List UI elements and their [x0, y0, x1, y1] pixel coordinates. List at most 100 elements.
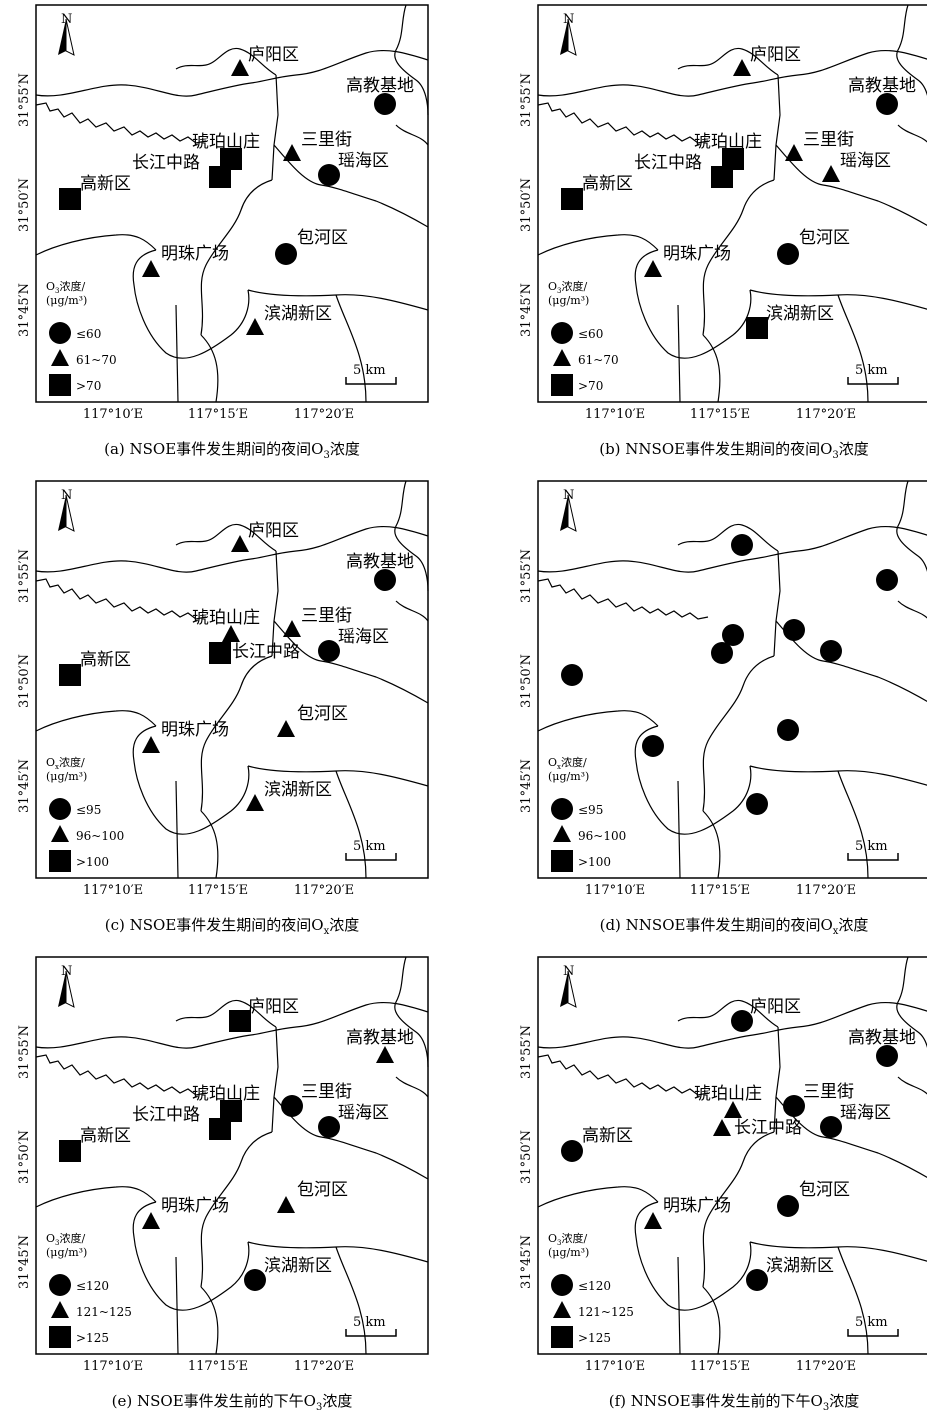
legend-label: ≤60	[578, 327, 603, 341]
district-boundary	[537, 525, 927, 573]
station-marker-sanli	[783, 1095, 805, 1117]
district-boundary	[200, 1131, 273, 1288]
legend-label: 121~125	[76, 1305, 132, 1319]
district-boundary	[537, 710, 659, 732]
place-label: 庐阳区	[248, 521, 299, 541]
district-boundary	[775, 620, 927, 702]
place-label: 明珠广场	[161, 1196, 229, 1216]
latitude-tick-label: 31°50′N	[519, 1130, 534, 1184]
legend-symbol	[553, 825, 571, 842]
legend-label: 96~100	[578, 829, 626, 843]
station-marker-sanli	[283, 620, 301, 637]
district-boundary	[395, 1076, 429, 1098]
longitude-tick-label: 117°10′E	[83, 1359, 143, 1374]
district-boundary	[395, 124, 429, 146]
place-label: 琥珀山庄	[192, 132, 260, 152]
district-boundary	[702, 334, 721, 403]
legend-label: 121~125	[578, 1305, 634, 1319]
legend: O3浓度/(μg/m³) ≤60 61~70 >70	[548, 279, 619, 396]
station-marker-luyang	[231, 59, 249, 76]
district-boundary	[702, 810, 721, 879]
station-marker-binhu	[746, 1269, 768, 1291]
district-boundary	[35, 525, 429, 573]
district-boundary	[394, 956, 429, 1068]
place-label: 滨湖新区	[264, 304, 332, 324]
place-label: 庐阳区	[750, 997, 801, 1017]
station-marker-binhu	[246, 318, 264, 335]
station-marker-mingzhu	[644, 1212, 662, 1229]
longitude-tick-label: 117°20′E	[294, 407, 354, 422]
legend-label: >100	[76, 855, 109, 869]
district-boundary	[175, 1256, 179, 1355]
district-boundary	[537, 234, 659, 256]
station-marker-luyang	[733, 59, 751, 76]
district-boundary	[634, 725, 752, 835]
longitude-tick-label: 117°15′E	[188, 407, 248, 422]
district-boundary	[897, 124, 927, 143]
station-marker-baohe	[777, 243, 799, 265]
place-label: 庐阳区	[248, 997, 299, 1017]
station-marker-hupo	[724, 1101, 742, 1118]
legend-unit: (μg/m³)	[548, 294, 589, 307]
map-svg: N Ox浓度/(μg/m³) ≤95 96~100 >100 5 km 31°55′N 31°…	[519, 480, 927, 898]
longitude-tick-label: 117°15′E	[188, 1359, 248, 1374]
district-boundary	[537, 578, 709, 620]
place-label: 琥珀山庄	[694, 1084, 762, 1104]
district-boundary	[896, 4, 927, 97]
map-panel-d: N Ox浓度/(μg/m³) ≤95 96~100 >100 5 km 31°55′N 31°…	[502, 476, 927, 946]
panel-caption: (c) NSOE事件发生期间的夜间Ox浓度	[104, 916, 360, 937]
station-marker-changjiang	[209, 642, 231, 664]
map-panel-e: N 庐阳区 高教基地 琥珀山庄 三里街 瑶海区 长江中路 高新区 包河区 明珠广场 滨湖新区 O3浓度…	[0, 952, 430, 1422]
north-label: N	[61, 12, 72, 27]
scale-bar: 5 km	[345, 1315, 397, 1337]
north-label: N	[61, 964, 72, 979]
latitude-tick-label: 31°55′N	[519, 1025, 534, 1079]
legend-label: >70	[578, 379, 603, 393]
latitude-tick-label: 31°50′N	[17, 1130, 32, 1184]
panel-caption: (a) NSOE事件发生期间的夜间O3浓度	[104, 440, 360, 461]
legend-symbol	[551, 850, 573, 872]
station-marker-yaohai	[318, 640, 340, 662]
station-marker-gaojiao	[374, 93, 396, 115]
station-marker-binhu	[746, 317, 768, 339]
district-boundary	[702, 1286, 721, 1355]
panel-caption: (e) NSOE事件发生前的下午O3浓度	[111, 1392, 353, 1413]
latitude-tick-label: 31°50′N	[519, 654, 534, 708]
place-label: 瑶海区	[338, 151, 389, 171]
legend-symbol	[51, 825, 69, 842]
place-label: 长江中路	[132, 1105, 200, 1125]
place-label: 滨湖新区	[766, 304, 834, 324]
station-marker-gaojiao	[374, 569, 396, 591]
scale-bar: 5 km	[847, 363, 899, 385]
legend: Ox浓度/(μg/m³) ≤95 96~100 >100	[548, 755, 626, 872]
district-boundary	[837, 1246, 869, 1355]
station-marker-hupo	[220, 148, 242, 170]
place-label: 高教基地	[848, 1028, 916, 1048]
longitude-tick-label: 117°20′E	[294, 883, 354, 898]
station-marker-luyang	[731, 534, 753, 556]
legend-label: >70	[76, 379, 101, 393]
north-label: N	[61, 488, 72, 503]
longitude-tick-label: 117°10′E	[585, 883, 645, 898]
latitude-tick-label: 31°45′N	[17, 759, 32, 813]
station-marker-baohe	[277, 1196, 295, 1213]
station-marker-baohe	[777, 719, 799, 741]
place-label: 琥珀山庄	[192, 1084, 260, 1104]
place-label: 庐阳区	[248, 45, 299, 65]
district-boundary	[537, 1054, 709, 1096]
district-boundary	[35, 49, 429, 97]
north-arrow-icon: N	[560, 12, 577, 56]
latitude-tick-label: 31°55′N	[17, 73, 32, 127]
panel-caption: (f) NNSOE事件发生前的下午O3浓度	[608, 1392, 860, 1413]
panel-caption: (d) NNSOE事件发生期间的夜间Ox浓度	[599, 916, 869, 937]
station-marker-mingzhu	[142, 736, 160, 753]
scale-bar: 5 km	[847, 1315, 899, 1337]
latitude-tick-label: 31°50′N	[519, 178, 534, 232]
district-boundary	[200, 179, 273, 336]
place-label: 瑶海区	[338, 1103, 389, 1123]
place-label: 瑶海区	[338, 627, 389, 647]
district-boundary	[273, 144, 429, 228]
